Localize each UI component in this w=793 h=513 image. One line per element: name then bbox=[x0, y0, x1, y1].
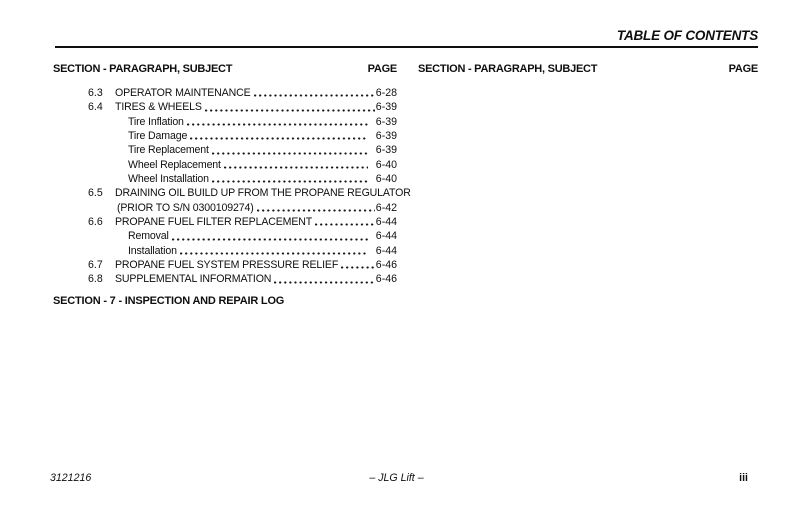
toc-entry-page: 6-46 bbox=[375, 258, 397, 271]
toc-entry-page: 6-40 bbox=[375, 172, 397, 185]
dot-leader bbox=[190, 137, 368, 141]
toc-entry-page: 6-39 bbox=[375, 129, 397, 142]
dot-leader bbox=[274, 280, 375, 284]
toc-entry-page: 6-39 bbox=[375, 115, 397, 128]
toc-entry-page: 6-39 bbox=[375, 101, 397, 114]
toc-row[interactable]: 6.6 PROPANE FUEL FILTER REPLACEMENT 6-44 bbox=[53, 214, 397, 228]
toc-row[interactable]: 6.3 OPERATOR MAINTENANCE 6-28 bbox=[53, 85, 397, 99]
toc-entry-title: SUPPLEMENTAL INFORMATION bbox=[115, 273, 272, 286]
toc-row[interactable]: 6.7 PROPANE FUEL SYSTEM PRESSURE RELIEF 6-… bbox=[53, 257, 397, 271]
toc-row[interactable]: Tire Replacement 6-39 bbox=[53, 142, 397, 156]
toc-list: 6.3 OPERATOR MAINTENANCE 6-28 6.4 TIRES & WH… bbox=[53, 85, 411, 286]
toc-entry-title: Tire Replacement bbox=[128, 144, 209, 157]
toc-row[interactable]: Removal 6-44 bbox=[53, 228, 397, 242]
toc-entry-title: Installation bbox=[128, 244, 177, 257]
toc-entry-title: Removal bbox=[128, 230, 169, 243]
toc-row[interactable]: 6.8 SUPPLEMENTAL INFORMATION 6-46 bbox=[53, 271, 397, 285]
toc-entry-title: Wheel Replacement bbox=[128, 158, 221, 171]
page-header-label: PAGE bbox=[367, 63, 398, 75]
dot-leader bbox=[256, 209, 375, 213]
toc-column-left: SECTION - PARAGRAPH, SUBJECT PAGE 6.3 OPE… bbox=[53, 63, 411, 307]
toc-columns: SECTION - PARAGRAPH, SUBJECT PAGE 6.3 OPE… bbox=[53, 63, 758, 307]
column-header-right: SECTION - PARAGRAPH, SUBJECT PAGE bbox=[418, 63, 758, 76]
toc-entry-page: 6-40 bbox=[375, 158, 397, 171]
toc-row[interactable]: Wheel Replacement 6-40 bbox=[53, 157, 397, 171]
footer-center-label: – JLG Lift – bbox=[369, 472, 424, 484]
dot-leader bbox=[186, 123, 368, 127]
page-footer: 3121216 – JLG Lift – iii bbox=[0, 472, 793, 486]
toc-entry-title: Tire Damage bbox=[128, 129, 188, 142]
toc-entry-number: 6.7 bbox=[88, 258, 103, 271]
column-header-left: SECTION - PARAGRAPH, SUBJECT PAGE bbox=[53, 63, 397, 76]
page-title: TABLE OF CONTENTS bbox=[616, 28, 758, 43]
subject-header-label: SECTION - PARAGRAPH, SUBJECT bbox=[418, 63, 598, 75]
toc-entry-number: 6.5 bbox=[88, 187, 103, 200]
toc-row[interactable]: 6.5 DRAINING OIL BUILD UP FROM THE PROPAN… bbox=[53, 185, 411, 200]
section-7-heading: SECTION - 7 - INSPECTION AND REPAIR LOG bbox=[53, 294, 285, 307]
dot-leader bbox=[315, 223, 375, 227]
toc-entry-title: Tire Inflation bbox=[128, 115, 184, 128]
toc-entry-number: 6.3 bbox=[88, 86, 103, 99]
toc-row[interactable]: Installation 6-44 bbox=[53, 243, 397, 257]
toc-entry-title: PROPANE FUEL SYSTEM PRESSURE RELIEF bbox=[115, 258, 339, 271]
toc-entry-title: OPERATOR MAINTENANCE bbox=[115, 86, 251, 99]
dot-leader bbox=[253, 94, 375, 98]
toc-entry-page: 6-44 bbox=[375, 230, 397, 243]
toc-entry-title: DRAINING OIL BUILD UP FROM THE PROPANE R… bbox=[115, 187, 411, 200]
toc-row[interactable]: (PRIOR TO S/N 0300109274) 6-42 bbox=[53, 200, 397, 214]
header-rule bbox=[55, 46, 758, 48]
toc-entry-page: 6-44 bbox=[375, 215, 397, 228]
toc-entry-page: 6-39 bbox=[375, 144, 397, 157]
toc-entry-title: TIRES & WHEELS bbox=[115, 101, 202, 114]
toc-column-right: SECTION - PARAGRAPH, SUBJECT PAGE bbox=[418, 63, 758, 307]
toc-entry-page: 6-44 bbox=[375, 244, 397, 257]
toc-row[interactable]: Wheel Installation 6-40 bbox=[53, 171, 397, 185]
toc-row[interactable]: Tire Damage 6-39 bbox=[53, 128, 397, 142]
toc-entry-page: 6-42 bbox=[375, 201, 397, 214]
dot-leader bbox=[204, 108, 375, 112]
dot-leader bbox=[211, 180, 368, 184]
toc-entry-title: PROPANE FUEL FILTER REPLACEMENT bbox=[115, 215, 313, 228]
dot-leader bbox=[341, 266, 375, 270]
toc-entry-page: 6-46 bbox=[375, 273, 397, 286]
toc-row[interactable]: 6.4 TIRES & WHEELS 6-39 bbox=[53, 99, 397, 113]
dot-leader bbox=[179, 252, 368, 256]
toc-entry-number: 6.4 bbox=[88, 101, 103, 114]
toc-entry-title: (PRIOR TO S/N 0300109274) bbox=[117, 201, 254, 214]
toc-entry-page: 6-28 bbox=[375, 86, 397, 99]
dot-leader bbox=[223, 166, 368, 170]
toc-entry-title: Wheel Installation bbox=[128, 172, 209, 185]
toc-entry-number: 6.6 bbox=[88, 215, 103, 228]
footer-doc-number: 3121216 bbox=[50, 472, 92, 484]
subject-header-label: SECTION - PARAGRAPH, SUBJECT bbox=[53, 63, 233, 75]
toc-entry-number: 6.8 bbox=[88, 273, 103, 286]
dot-leader bbox=[211, 151, 368, 155]
page-header-label: PAGE bbox=[728, 63, 759, 75]
footer-page-number: iii bbox=[739, 472, 748, 484]
dot-leader bbox=[171, 237, 368, 241]
toc-row[interactable]: Tire Inflation 6-39 bbox=[53, 114, 397, 128]
